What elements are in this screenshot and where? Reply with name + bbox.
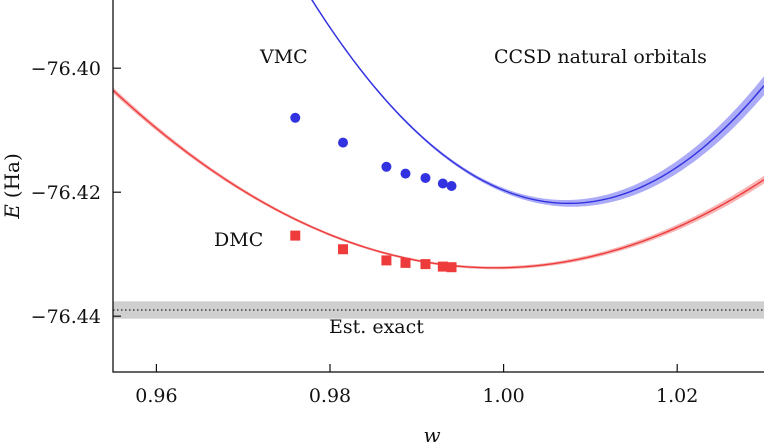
vmc-annotation: VMC [259, 46, 308, 68]
plot-frame [112, 0, 764, 373]
dmc-annotation: DMC [214, 229, 263, 251]
x-tick-label: 0.98 [309, 385, 351, 407]
x-tick-label: 1.02 [656, 385, 698, 407]
vmc-point [446, 181, 457, 191]
y-axis-label-unit: (Ha) [0, 153, 24, 198]
vmc-point [290, 112, 301, 123]
vmc-point [400, 168, 411, 179]
vmc-point [437, 178, 448, 189]
y-axis-label-var: E [0, 204, 24, 220]
dmc-point [381, 255, 392, 266]
dmc-point [420, 259, 431, 270]
y-tick-label: −76.44 [31, 306, 101, 328]
dmc-point [446, 262, 457, 273]
vmc-point [338, 137, 349, 148]
y-axis-label: E (Ha) [0, 153, 24, 220]
vmc-point [381, 161, 392, 172]
vmc-error-band [311, 0, 764, 207]
x-tick-label: 1.00 [482, 385, 524, 407]
x-axis-label: w [423, 423, 440, 446]
vmc-point [420, 172, 431, 183]
dmc-point [437, 261, 448, 272]
vmc-fit-line [311, 0, 764, 205]
y-tick-label: −76.42 [31, 182, 101, 204]
y-tick-label: −76.40 [31, 58, 101, 80]
dmc-point [400, 257, 411, 268]
dmc-point [338, 244, 349, 255]
dmc-point [290, 230, 301, 241]
orbitals-annotation: CCSD natural orbitals [494, 46, 707, 68]
exact-annotation: Est. exact [329, 316, 424, 338]
x-tick-label: 0.96 [135, 385, 177, 407]
